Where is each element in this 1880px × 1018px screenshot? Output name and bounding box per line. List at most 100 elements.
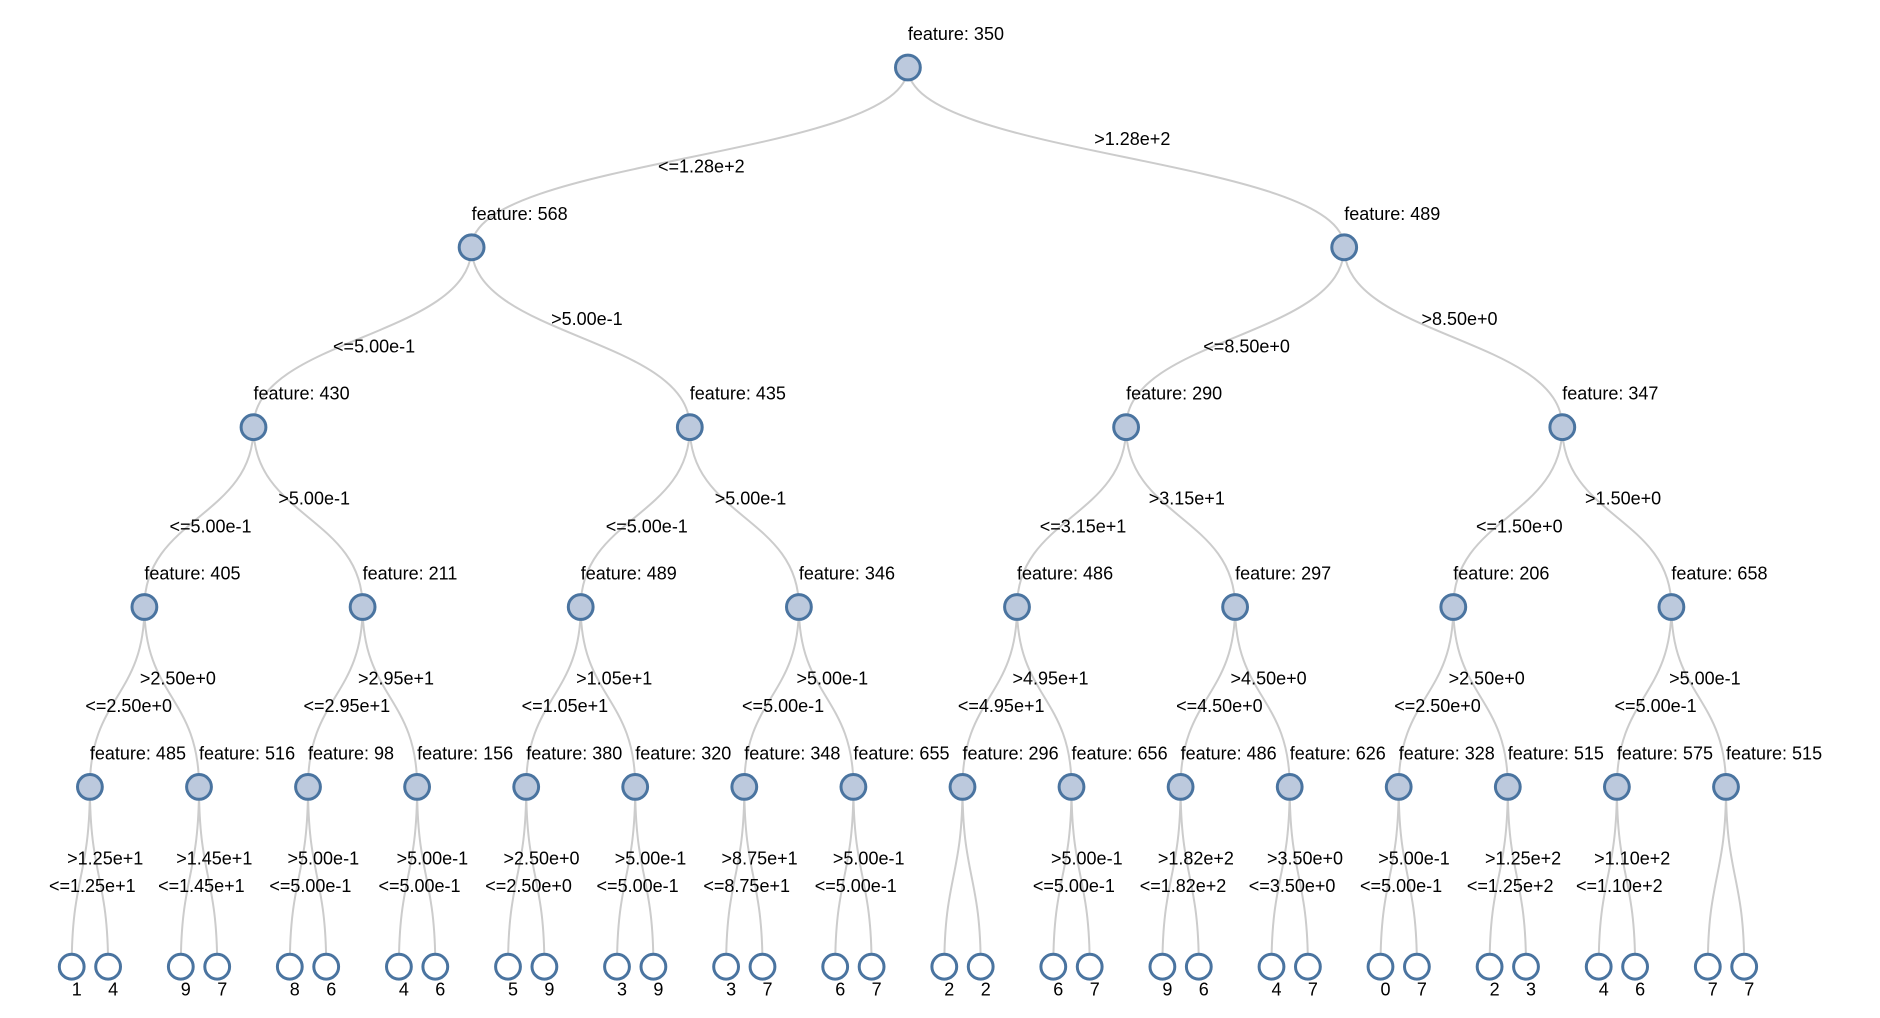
svg-text:1: 1	[72, 980, 82, 1000]
svg-text:6: 6	[1053, 980, 1063, 1000]
svg-text:<=1.50e+0: <=1.50e+0	[1476, 516, 1563, 536]
svg-text:>5.00e-1: >5.00e-1	[833, 848, 905, 868]
svg-text:>2.95e+1: >2.95e+1	[358, 668, 434, 688]
svg-text:feature: 380: feature: 380	[526, 743, 622, 763]
svg-text:feature: 206: feature: 206	[1453, 564, 1549, 584]
svg-text:feature: 568: feature: 568	[472, 204, 568, 224]
svg-text:<=4.95e+1: <=4.95e+1	[958, 696, 1045, 716]
svg-text:>1.45e+1: >1.45e+1	[176, 848, 252, 868]
svg-text:>5.00e-1: >5.00e-1	[715, 489, 787, 509]
svg-text:5: 5	[508, 980, 518, 1000]
svg-text:6: 6	[326, 980, 336, 1000]
svg-text:feature: 348: feature: 348	[744, 743, 840, 763]
svg-text:feature: 575: feature: 575	[1617, 743, 1713, 763]
svg-text:<=5.00e-1: <=5.00e-1	[815, 876, 897, 896]
svg-text:feature: 320: feature: 320	[635, 743, 731, 763]
svg-text:feature: 655: feature: 655	[853, 743, 949, 763]
svg-text:<=5.00e-1: <=5.00e-1	[742, 696, 824, 716]
svg-text:feature: 98: feature: 98	[308, 743, 394, 763]
svg-text:9: 9	[1162, 980, 1172, 1000]
svg-text:>3.50e+0: >3.50e+0	[1267, 848, 1343, 868]
svg-text:>5.00e-1: >5.00e-1	[615, 848, 687, 868]
svg-text:9: 9	[544, 980, 554, 1000]
svg-text:>5.00e-1: >5.00e-1	[1051, 848, 1123, 868]
svg-text:<=8.75e+1: <=8.75e+1	[703, 876, 790, 896]
svg-text:2: 2	[1490, 980, 1500, 1000]
svg-text:feature: 346: feature: 346	[799, 564, 895, 584]
svg-text:feature: 516: feature: 516	[199, 743, 295, 763]
svg-text:4: 4	[399, 980, 409, 1000]
svg-text:0: 0	[1381, 980, 1391, 1000]
svg-text:<=8.50e+0: <=8.50e+0	[1203, 337, 1290, 357]
svg-text:<=5.00e-1: <=5.00e-1	[1033, 876, 1115, 896]
svg-text:<=1.28e+2: <=1.28e+2	[658, 157, 745, 177]
svg-text:<=5.00e-1: <=5.00e-1	[597, 876, 679, 896]
svg-text:<=1.82e+2: <=1.82e+2	[1140, 876, 1227, 896]
svg-text:2: 2	[981, 980, 991, 1000]
svg-text:<=1.10e+2: <=1.10e+2	[1576, 876, 1663, 896]
svg-text:7: 7	[1308, 980, 1318, 1000]
svg-text:9: 9	[653, 980, 663, 1000]
svg-text:>1.10e+2: >1.10e+2	[1594, 848, 1670, 868]
svg-text:<=4.50e+0: <=4.50e+0	[1176, 696, 1263, 716]
svg-text:feature: 626: feature: 626	[1290, 743, 1386, 763]
svg-text:3: 3	[726, 980, 736, 1000]
svg-text:<=5.00e-1: <=5.00e-1	[1615, 696, 1697, 716]
svg-text:>2.50e+0: >2.50e+0	[140, 668, 216, 688]
svg-text:>1.28e+2: >1.28e+2	[1094, 129, 1170, 149]
svg-text:4: 4	[1272, 980, 1282, 1000]
svg-text:feature: 486: feature: 486	[1017, 564, 1113, 584]
svg-text:<=2.95e+1: <=2.95e+1	[304, 696, 391, 716]
svg-text:<=5.00e-1: <=5.00e-1	[269, 876, 351, 896]
svg-text:>3.15e+1: >3.15e+1	[1149, 489, 1225, 509]
svg-text:7: 7	[872, 980, 882, 1000]
svg-text:>1.82e+2: >1.82e+2	[1158, 848, 1234, 868]
svg-text:>5.00e-1: >5.00e-1	[397, 848, 469, 868]
svg-text:>5.00e-1: >5.00e-1	[797, 668, 869, 688]
svg-text:feature: 290: feature: 290	[1126, 384, 1222, 404]
svg-text:feature: 430: feature: 430	[254, 384, 350, 404]
svg-text:feature: 296: feature: 296	[963, 743, 1059, 763]
svg-text:>8.50e+0: >8.50e+0	[1421, 309, 1497, 329]
svg-text:9: 9	[181, 980, 191, 1000]
svg-text:>4.50e+0: >4.50e+0	[1231, 668, 1307, 688]
svg-text:>5.00e-1: >5.00e-1	[1669, 668, 1741, 688]
svg-text:feature: 485: feature: 485	[90, 743, 186, 763]
svg-text:feature: 486: feature: 486	[1181, 743, 1277, 763]
svg-text:feature: 350: feature: 350	[908, 24, 1004, 44]
svg-text:8: 8	[290, 980, 300, 1000]
svg-text:>5.00e-1: >5.00e-1	[1378, 848, 1450, 868]
svg-text:>5.00e-1: >5.00e-1	[278, 489, 350, 509]
svg-text:feature: 297: feature: 297	[1235, 564, 1331, 584]
svg-text:feature: 405: feature: 405	[144, 564, 240, 584]
svg-text:<=1.45e+1: <=1.45e+1	[158, 876, 245, 896]
svg-text:7: 7	[763, 980, 773, 1000]
svg-text:feature: 156: feature: 156	[417, 743, 513, 763]
svg-text:4: 4	[108, 980, 118, 1000]
svg-text:>4.95e+1: >4.95e+1	[1012, 668, 1088, 688]
svg-text:>8.75e+1: >8.75e+1	[722, 848, 798, 868]
svg-text:4: 4	[1599, 980, 1609, 1000]
svg-text:feature: 658: feature: 658	[1671, 564, 1767, 584]
svg-text:<=1.05e+1: <=1.05e+1	[522, 696, 609, 716]
svg-text:7: 7	[1417, 980, 1427, 1000]
svg-text:feature: 328: feature: 328	[1399, 743, 1495, 763]
svg-text:<=2.50e+0: <=2.50e+0	[85, 696, 172, 716]
svg-text:>1.05e+1: >1.05e+1	[576, 668, 652, 688]
svg-text:<=3.50e+0: <=3.50e+0	[1249, 876, 1336, 896]
svg-text:<=5.00e-1: <=5.00e-1	[333, 337, 415, 357]
svg-text:>5.00e-1: >5.00e-1	[288, 848, 360, 868]
svg-text:>2.50e+0: >2.50e+0	[1449, 668, 1525, 688]
svg-text:3: 3	[617, 980, 627, 1000]
svg-text:feature: 489: feature: 489	[1344, 204, 1440, 224]
svg-text:7: 7	[1744, 980, 1754, 1000]
svg-text:feature: 515: feature: 515	[1508, 743, 1604, 763]
svg-text:7: 7	[217, 980, 227, 1000]
svg-text:feature: 435: feature: 435	[690, 384, 786, 404]
svg-text:6: 6	[835, 980, 845, 1000]
svg-text:<=5.00e-1: <=5.00e-1	[606, 516, 688, 536]
svg-text:6: 6	[1199, 980, 1209, 1000]
svg-text:<=2.50e+0: <=2.50e+0	[485, 876, 572, 896]
svg-text:2: 2	[944, 980, 954, 1000]
svg-text:>1.25e+2: >1.25e+2	[1485, 848, 1561, 868]
